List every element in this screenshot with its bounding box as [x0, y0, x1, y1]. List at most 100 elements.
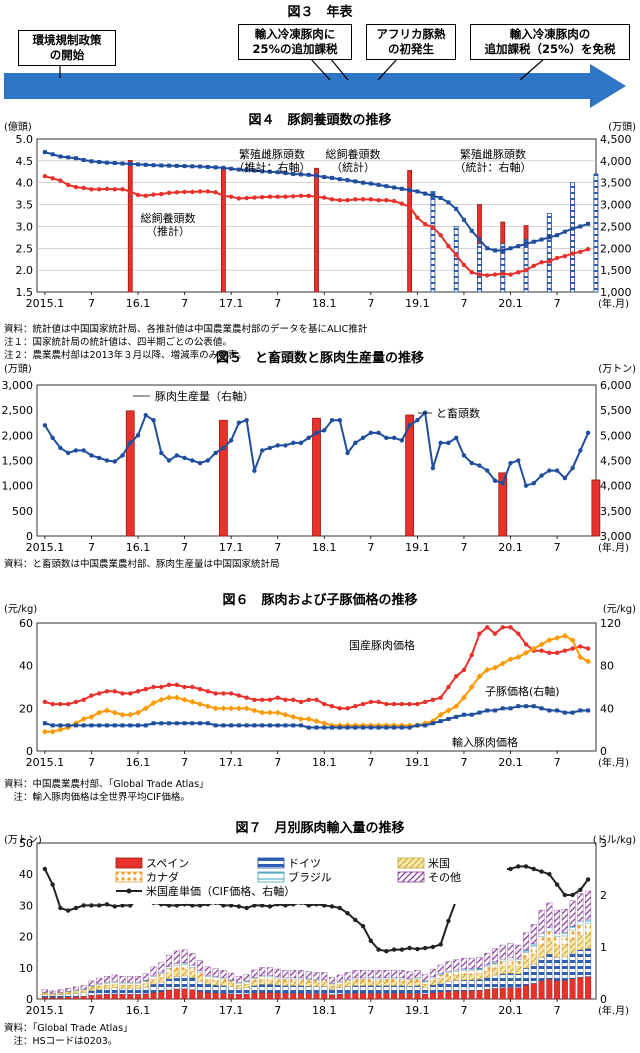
- fig7-bar-2: [414, 981, 421, 986]
- fig7-bar-0: [103, 994, 110, 1000]
- fig7-bar-5: [484, 952, 491, 966]
- fig7-bar-2: [491, 968, 498, 976]
- fig7-bar-1: [398, 985, 405, 994]
- fig7-bar-2: [259, 979, 266, 985]
- fig7-bar-4: [476, 967, 483, 970]
- fig6-import-pork-point: [244, 723, 249, 728]
- fig4-y2-tick: 2,500: [600, 220, 632, 233]
- fig7-bar-1: [429, 984, 436, 993]
- fig7-bar-1: [41, 994, 48, 998]
- fig7-bar-3: [422, 981, 429, 985]
- fig4-sow-est-point: [252, 168, 257, 173]
- fig4-total-est-point: [252, 195, 257, 200]
- fig4-sow-est-point: [578, 224, 583, 229]
- fig7-legend-swatch: [115, 871, 143, 883]
- fig7-legend-swatch: [397, 871, 425, 883]
- fig6-domestic-pork-point: [143, 686, 148, 692]
- fig7-x-tick: 2015.1: [26, 1004, 65, 1017]
- fig5-x-tick: 7: [274, 541, 281, 554]
- fig5-slaughter-point: [446, 440, 451, 446]
- fig6-import-pork-point: [283, 723, 288, 728]
- fig4-total-est-point: [492, 272, 498, 277]
- fig7-bar-5: [41, 989, 48, 993]
- fig5-slaughter-point: [112, 459, 117, 464]
- fig4-sow-stat-bar: [500, 243, 506, 293]
- fig7-bar-5: [305, 971, 312, 979]
- fig6-y2-tick: 80: [600, 660, 614, 673]
- fig6-import-pork-point: [415, 723, 420, 728]
- fig7-bar-0: [313, 993, 320, 1000]
- fig5-slaughter-point: [547, 468, 552, 473]
- fig7-bar-2: [453, 975, 460, 981]
- fig6-domestic-pork-point: [244, 695, 249, 700]
- fig5-slaughter-point: [135, 433, 141, 438]
- fig4-total-est-point: [368, 197, 374, 202]
- fig7-bar-2: [375, 981, 382, 986]
- fig6-domestic-pork-point: [259, 697, 265, 702]
- fig7-y2-tick: 1: [600, 941, 607, 954]
- fig5-slaughter-point: [151, 418, 156, 423]
- fig7-legend-label: ドイツ: [288, 857, 321, 870]
- fig7-bar-0: [158, 991, 165, 1000]
- fig4-notes: 資料：統計値は中国国家統計局、各推計値は中国農業農村部のデータを基にALIC推計…: [4, 324, 368, 361]
- fig7-bar-0: [329, 994, 336, 1000]
- fig6-domestic-pork-point: [585, 646, 591, 651]
- fig7-bar-1: [468, 979, 475, 991]
- fig7-us-price-point: [578, 887, 583, 892]
- fig5-slaughter-point: [531, 480, 536, 486]
- fig7-y-tick: 20: [19, 931, 33, 944]
- fig5-slaughter-point: [228, 438, 234, 443]
- fig4-total-est-point: [554, 255, 560, 261]
- fig4-total-est-point: [81, 185, 86, 191]
- fig7-bar-1: [119, 988, 126, 995]
- fig6-import-pork-point: [205, 721, 210, 726]
- fig7-bar-0: [274, 992, 281, 1000]
- fig4-total-est-point: [228, 194, 234, 199]
- fig7-bar-5: [313, 972, 320, 980]
- fig4-right-unit: (万頭): [608, 121, 636, 133]
- fig7-bar-0: [460, 990, 467, 1000]
- fig7-bar-2: [499, 966, 506, 974]
- fig4-total-est-point: [42, 173, 48, 179]
- fig5-x-tick: 7: [460, 541, 467, 554]
- fig6-piglet-point: [499, 660, 506, 667]
- fig6-piglet-point: [228, 705, 235, 712]
- fig7-us-price-point: [120, 903, 125, 908]
- fig7-bar-5: [367, 970, 374, 978]
- fig6-piglet-point: [530, 645, 537, 652]
- fig7-title: 図７ 月別豚肉輸入量の推移: [235, 820, 404, 836]
- fig6-domestic-pork-point: [65, 701, 71, 707]
- fig4-sow-est-point: [337, 177, 342, 182]
- fig4-sow-est-point: [236, 167, 241, 172]
- fig4-total-stat-bar: [220, 167, 226, 293]
- fig4-total-est-point: [322, 195, 327, 200]
- fig4-x-tick: 18.1: [312, 297, 337, 310]
- fig4-total-est-point: [539, 260, 544, 265]
- fig7-bar-5: [429, 968, 436, 978]
- fig4-sow-est-point: [198, 164, 203, 169]
- fig7-bar-4: [569, 926, 576, 931]
- fig7-bar-1: [569, 952, 576, 979]
- fig7-bar-0: [49, 997, 56, 1000]
- fig4-total-est-point: [283, 194, 288, 199]
- fig7-bar-0: [569, 978, 576, 1000]
- fig7-bar-3: [313, 980, 320, 983]
- fig4-total-est-point: [384, 198, 389, 203]
- fig7-bar-2: [585, 933, 592, 949]
- fig4-x-tick: 7: [88, 297, 95, 310]
- fig6-domestic-pork-point: [415, 701, 420, 707]
- fig7-bar-2: [228, 983, 235, 988]
- fig7-bar-5: [228, 972, 235, 981]
- fig7-bar-1: [329, 988, 336, 995]
- fig4-sow-est-point: [430, 193, 435, 198]
- fig4-total-est-point: [376, 198, 381, 203]
- fig7-bar-2: [468, 974, 475, 981]
- fig6-domestic-pork-point: [298, 699, 304, 705]
- fig4-sow-est-point: [322, 175, 327, 180]
- fig6-piglet-point: [189, 698, 196, 705]
- fig4-x-tick: 17.1: [219, 297, 244, 310]
- fig6-piglet-point: [197, 701, 204, 708]
- fig4-sow-est-point: [306, 172, 311, 177]
- fig4-x-tick: 7: [274, 297, 281, 310]
- fig7-bar-3: [468, 970, 475, 975]
